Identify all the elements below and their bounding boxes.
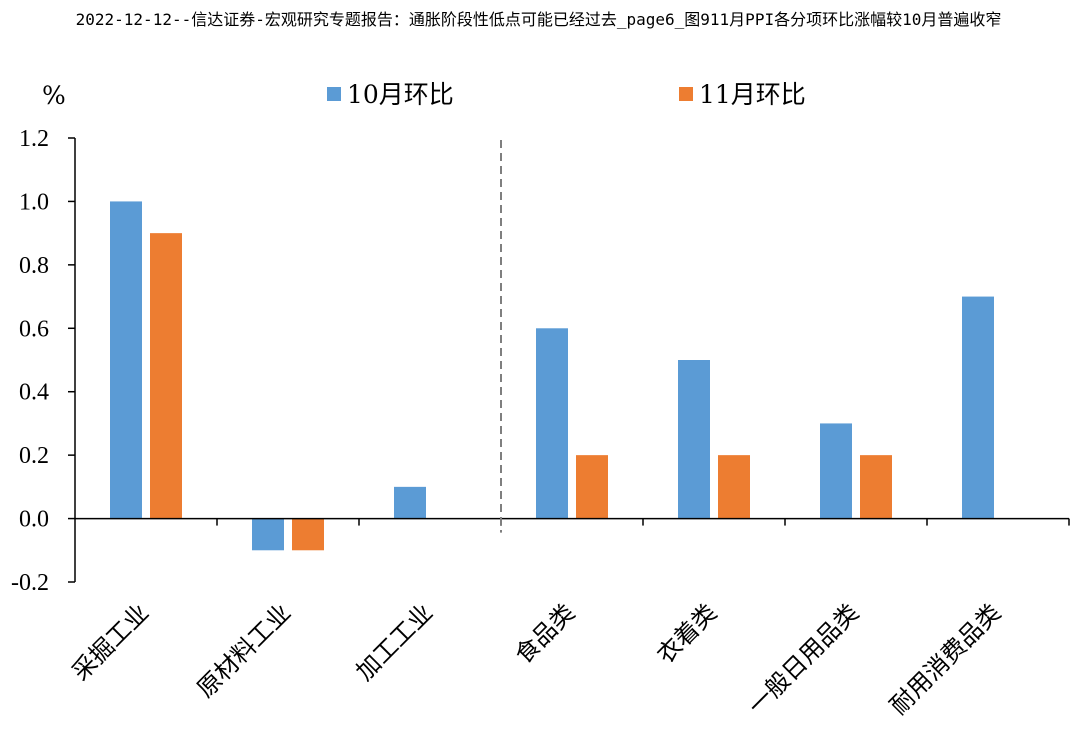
x-axis-categories: 采掘工业 原材料工业 加工工业 食品类 衣着类 一般日用品类 耐用消费品类 (67, 598, 1007, 720)
legend-swatch (327, 87, 341, 101)
y-axis-ticks: -0.2 0.0 0.2 0.4 0.6 0.8 1.0 1.2 (11, 126, 49, 596)
bar-oct-5 (820, 423, 852, 519)
x-category-label: 衣着类 (652, 598, 723, 669)
y-tick-label: 0.0 (19, 507, 49, 533)
legend-label: 11月环比 (699, 80, 806, 109)
x-category-label: 采掘工业 (67, 598, 155, 686)
y-tick-label: 1.0 (19, 189, 49, 215)
axes (68, 137, 1070, 583)
y-tick-label: 0.8 (19, 253, 49, 279)
x-category-label: 耐用消费品类 (885, 598, 1007, 720)
bar-oct-0 (110, 201, 142, 519)
chart-title: 2022-12-12--信达证券-宏观研究专题报告：通胀阶段性低点可能已经过去_… (75, 10, 1002, 29)
x-category-label: 食品类 (510, 598, 581, 669)
y-tick-label: -0.2 (11, 570, 49, 596)
bars (110, 201, 994, 551)
x-category-label: 加工工业 (351, 598, 439, 686)
bar-oct-2 (394, 486, 426, 519)
bar-oct-6 (962, 296, 994, 519)
y-axis-unit-label: % (42, 81, 66, 110)
bar-oct-4 (678, 360, 710, 519)
y-tick-label: 0.6 (19, 316, 49, 342)
legend-swatch (679, 87, 693, 101)
x-category-label: 一般日用品类 (743, 598, 865, 720)
bar-oct-3 (536, 328, 568, 519)
bar-nov-4 (718, 455, 750, 519)
x-category-label: 原材料工业 (192, 598, 297, 703)
y-tick-label: 0.4 (19, 380, 49, 406)
bar-nov-1 (292, 518, 324, 551)
legend-label: 10月环比 (347, 80, 454, 109)
bar-nov-5 (860, 455, 892, 519)
bar-nov-3 (576, 455, 608, 519)
bar-nov-0 (150, 233, 182, 519)
y-tick-label: 0.2 (19, 443, 49, 469)
legend: 10月环比 11月环比 (327, 80, 806, 109)
y-tick-label: 1.2 (19, 126, 49, 152)
bar-oct-1 (252, 518, 284, 551)
